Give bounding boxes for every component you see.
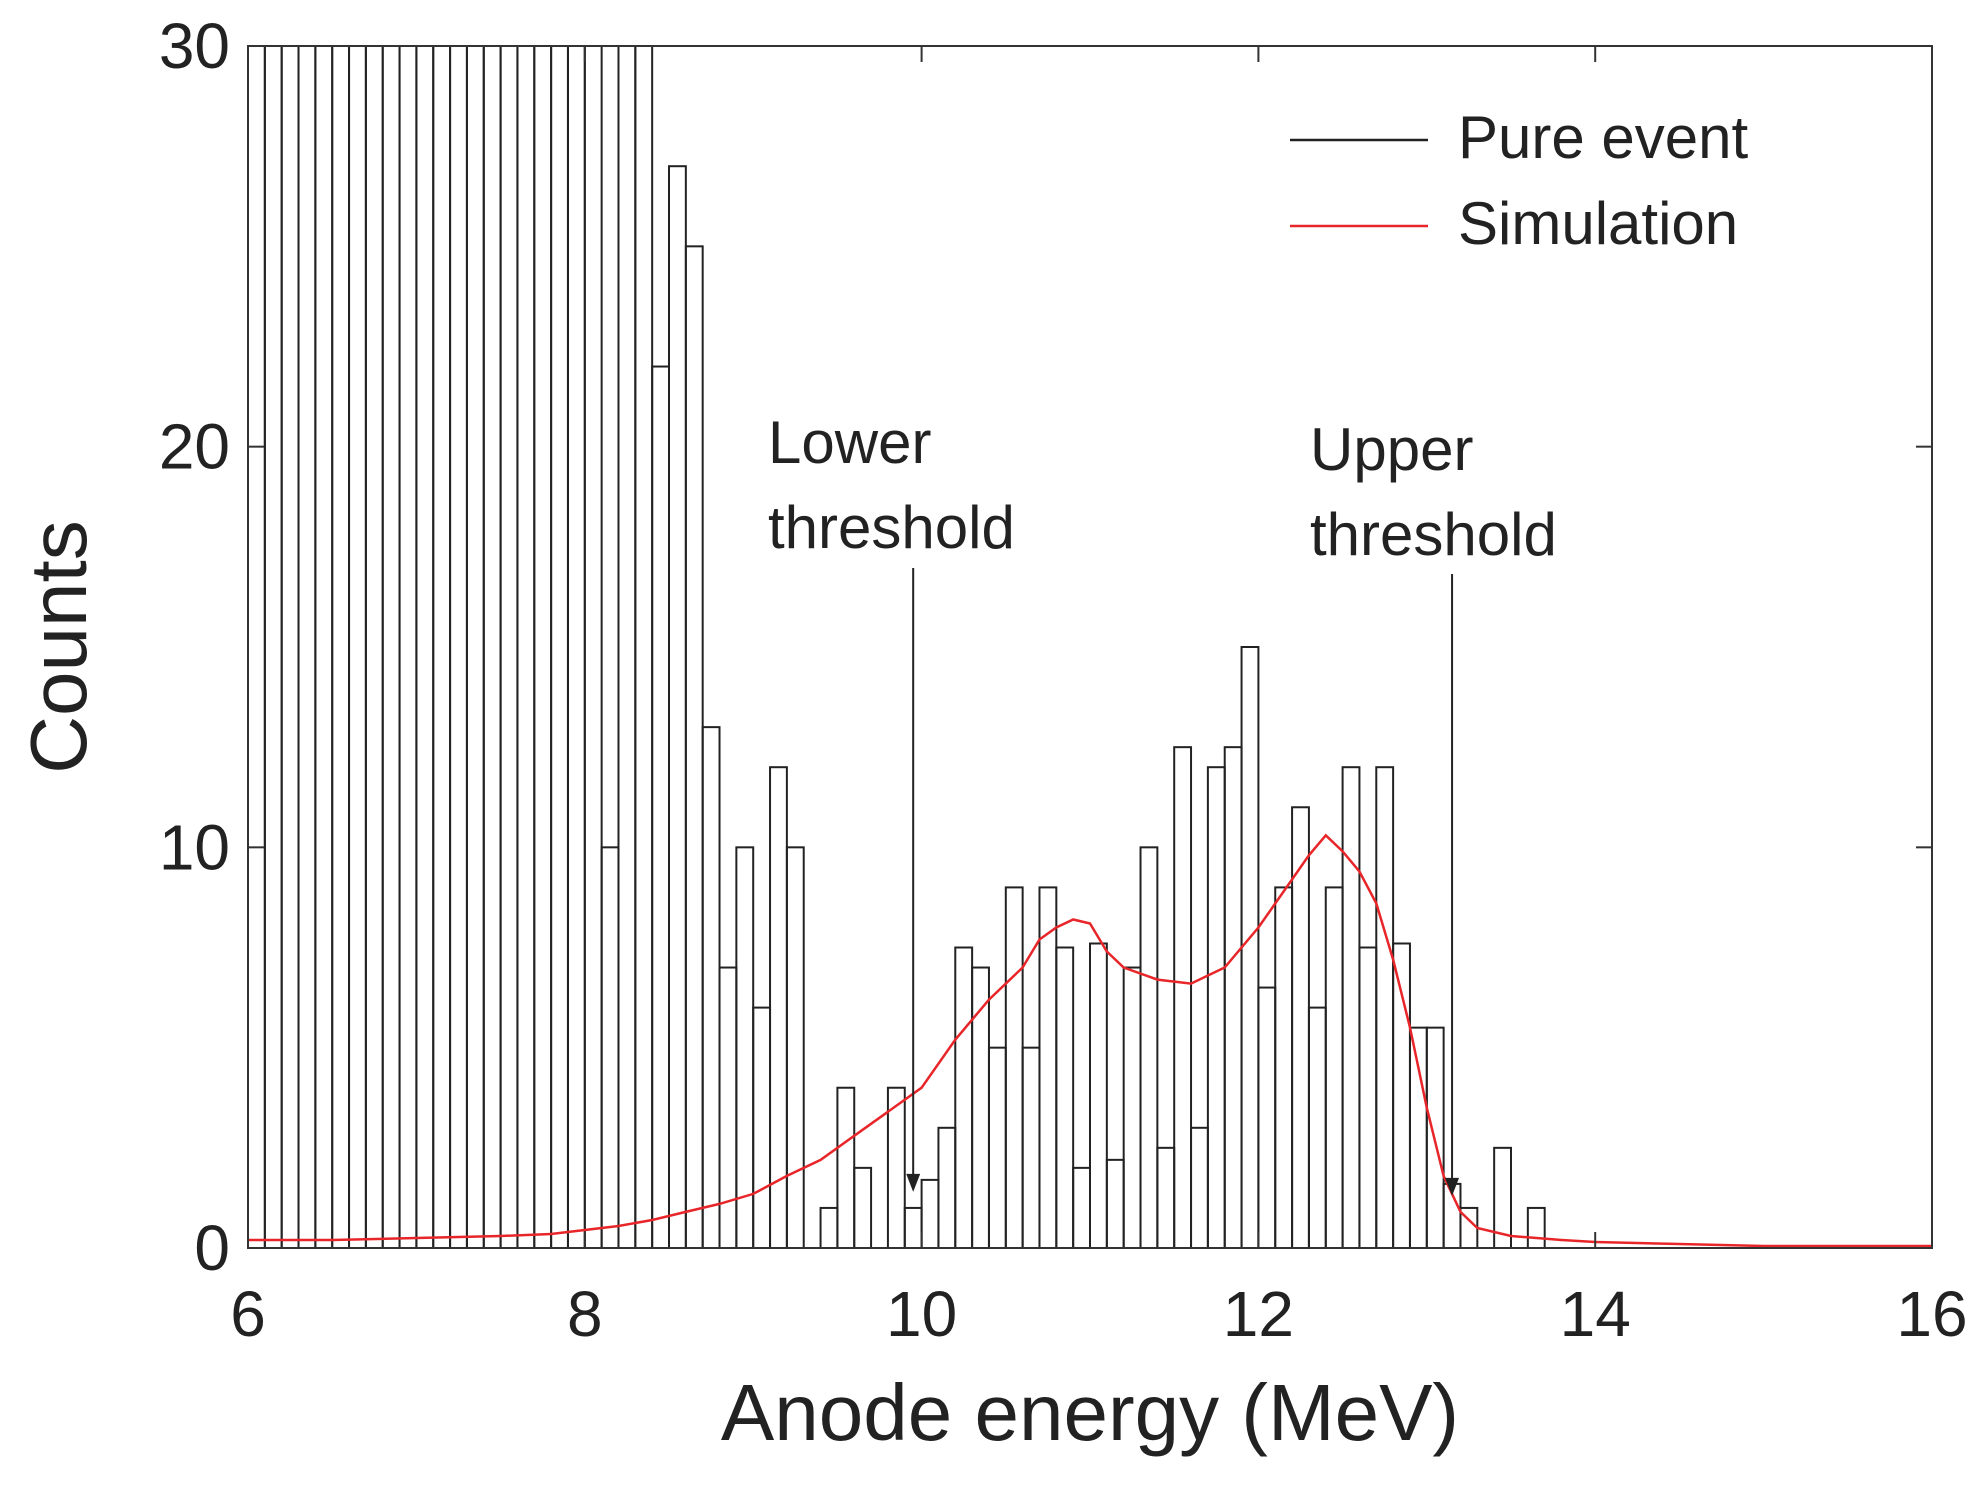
histogram-bar (297, 45, 317, 1249)
histogram-bar (516, 45, 536, 1249)
legend-label-simulation: Simulation (1458, 190, 1738, 257)
histogram-bar (954, 946, 974, 1249)
histogram-bar (836, 1086, 856, 1249)
histogram-bar (735, 846, 755, 1249)
histogram-bar (533, 45, 553, 1249)
histogram-bar (1190, 1126, 1209, 1250)
histogram-bar (1105, 1158, 1125, 1250)
histogram-bar (1358, 946, 1378, 1249)
histogram-bar (853, 1166, 873, 1250)
legend: Pure event Simulation (1290, 104, 1749, 257)
histogram-bar (1038, 886, 1058, 1250)
histogram-bar (1375, 766, 1395, 1249)
histogram-bar (499, 45, 519, 1249)
histogram-bar (1240, 646, 1260, 1249)
x-tick-label: 10 (886, 1278, 957, 1350)
histogram-bar (684, 245, 704, 1250)
annotation-lower-threshold-arrowhead (906, 1173, 921, 1192)
histogram-bar (1021, 1046, 1041, 1249)
histogram-bar (1206, 766, 1226, 1249)
histogram-bar (886, 1086, 906, 1249)
histogram-bar (1307, 1006, 1327, 1249)
histogram-bar (482, 45, 502, 1249)
histogram-bar (617, 45, 637, 1249)
x-tick-label: 12 (1223, 1278, 1294, 1350)
axis-ticks (247, 45, 1933, 1249)
x-tick-label: 14 (1560, 1278, 1631, 1350)
y-axis-label: Counts (14, 520, 103, 773)
x-tick-label: 8 (567, 1278, 603, 1350)
histogram-bar (1004, 886, 1024, 1250)
histogram-bar (566, 45, 586, 1249)
histogram-bar (1408, 1026, 1428, 1249)
histogram-bar (1055, 946, 1075, 1249)
histogram-bar (263, 45, 283, 1249)
histogram-bar (1526, 1206, 1546, 1250)
histogram-bar (903, 1206, 923, 1250)
histogram-bar (668, 165, 687, 1250)
histogram-bar (247, 45, 266, 1249)
annotation-upper-threshold-line2: threshold (1310, 501, 1557, 568)
annotation-upper-threshold-line1: Upper (1310, 416, 1473, 483)
annotation-upper-threshold-arrowhead (1445, 1177, 1460, 1196)
histogram-bar (465, 45, 485, 1249)
histogram-bar (381, 45, 401, 1249)
histogram-bar (398, 45, 418, 1249)
histogram-bar (1156, 1146, 1176, 1250)
histogram-bar (550, 45, 569, 1249)
histogram-bar (449, 45, 468, 1249)
histogram-bar (1139, 846, 1159, 1249)
histogram-bar (819, 1206, 839, 1250)
histogram-bar (1291, 806, 1310, 1249)
histogram-bar (331, 45, 351, 1249)
histogram-bar (1089, 942, 1108, 1249)
plot-frame (247, 45, 1933, 1249)
histogram-bar (701, 726, 721, 1249)
histogram-bar (583, 45, 603, 1249)
histogram-bar (752, 1006, 772, 1249)
annotation-lower-threshold: Lower threshold (768, 409, 1015, 1192)
histogram-bar (1072, 1166, 1092, 1250)
tick-labels: 6 8 10 12 14 16 0 10 20 30 (159, 10, 1968, 1350)
histogram-bar (1257, 986, 1277, 1249)
histogram-bar (348, 45, 367, 1249)
histogram-bar (634, 45, 654, 1249)
x-tick-label: 6 (230, 1278, 266, 1350)
annotation-lower-threshold-line2: threshold (768, 494, 1015, 561)
histogram-bar (920, 1178, 940, 1250)
histogram-bar (937, 1126, 957, 1250)
y-tick-label: 0 (194, 1212, 230, 1284)
histogram-bar (1324, 886, 1344, 1250)
histogram-bar (1274, 886, 1294, 1250)
histogram-bar (1223, 746, 1243, 1250)
histogram-bar (432, 45, 452, 1249)
histogram-bar (718, 966, 738, 1249)
histogram-bar (364, 45, 384, 1249)
x-tick-label: 16 (1896, 1278, 1967, 1350)
histogram-bar (600, 846, 620, 1249)
histogram-bar (785, 846, 805, 1249)
histogram-bar (280, 45, 300, 1249)
histogram-bar (1173, 746, 1193, 1250)
x-axis-label: Anode energy (MeV) (721, 1368, 1459, 1457)
histogram-bar (1341, 766, 1361, 1249)
histogram-bar (987, 1046, 1007, 1249)
histogram-bar (415, 45, 435, 1249)
histogram-bar (314, 45, 334, 1249)
y-tick-label: 10 (159, 811, 230, 883)
histogram-bar (1122, 966, 1142, 1249)
y-tick-label: 20 (159, 411, 230, 483)
legend-label-pure-event: Pure event (1458, 104, 1749, 171)
histogram-bar (651, 365, 670, 1249)
y-tick-label: 30 (159, 10, 230, 82)
annotation-upper-threshold: Upper threshold (1310, 416, 1557, 1196)
annotation-lower-threshold-line1: Lower (768, 409, 931, 476)
